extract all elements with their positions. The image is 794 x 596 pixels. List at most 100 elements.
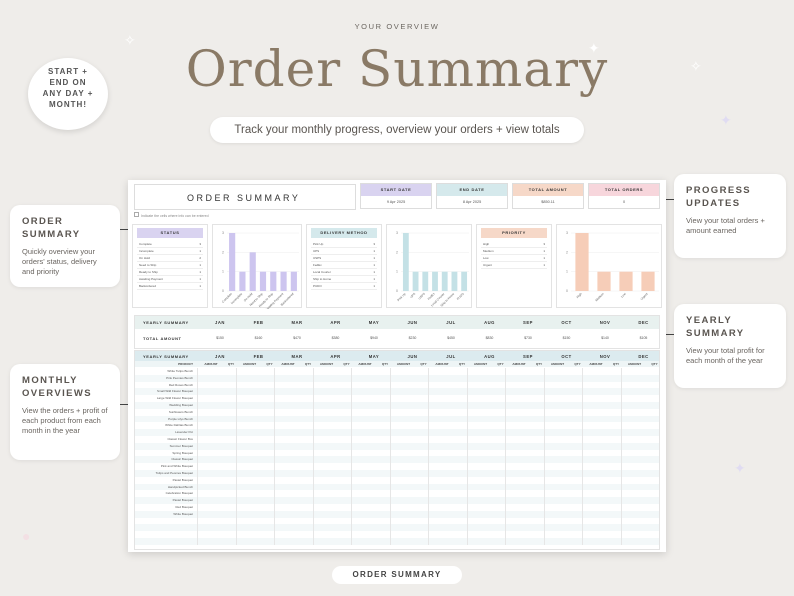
column-divider [428, 524, 429, 532]
column-divider [351, 442, 352, 450]
callout-text: View your total profit for each month of… [686, 346, 765, 365]
table-row [135, 531, 659, 538]
column-divider [543, 395, 545, 402]
amount-col-header: AMOUNT [242, 362, 257, 366]
column-divider [543, 490, 545, 498]
product-name[interactable]: Small Wild Flower Bouquet [156, 389, 193, 394]
column-divider [312, 408, 314, 416]
column-divider [312, 374, 314, 382]
delivery-list-box: DELIVERY METHOD Pick Up 3 UPS 1 USPS 1 FedEx 1 L… [306, 224, 382, 308]
column-divider [389, 463, 391, 470]
table-row: Red Bouquet [135, 504, 659, 511]
page-title: Order Summary [185, 40, 609, 98]
stat-value[interactable]: $850.11 [541, 200, 555, 204]
sheet-title: ORDER SUMMARY [134, 184, 356, 210]
stat-value[interactable]: 0 [622, 200, 626, 204]
column-divider [466, 408, 468, 416]
stat-value[interactable]: 8 Apr 2025 [462, 200, 482, 204]
product-name[interactable]: Red Roses Bunch [168, 382, 193, 387]
column-divider [235, 483, 237, 491]
month-header: APR [330, 320, 341, 325]
product-name[interactable]: White Tulips Bunch [167, 369, 193, 373]
row-count: 1 [199, 249, 201, 253]
column-divider [312, 497, 314, 504]
column-divider [620, 429, 622, 436]
product-name[interactable]: Classic Flower Box [167, 437, 193, 441]
row-count: 3 [199, 242, 201, 246]
month-header: SEP [523, 354, 533, 359]
column-divider [312, 510, 314, 518]
product-name[interactable]: Summer Bouquet [169, 443, 193, 448]
column-divider [274, 490, 275, 498]
column-divider [505, 408, 506, 416]
product-name[interactable]: Tulips and Peonies Bouquet [155, 471, 193, 475]
column-divider [197, 374, 198, 382]
sparkle-icon: ✦ [588, 40, 600, 56]
product-name[interactable]: Purple Lilys Bunch [168, 416, 193, 421]
product-name[interactable]: Red Bouquet [175, 505, 193, 509]
product-name[interactable]: Pink and White Bouquet [160, 464, 193, 469]
product-name[interactable]: Celebration Bouquet [165, 491, 193, 496]
sheet-hint: Indicate the cells where info can be ent… [134, 212, 209, 218]
product-name[interactable]: White Bouquet [173, 511, 193, 516]
chart-bar [259, 271, 267, 291]
column-divider [505, 510, 506, 518]
column-divider [274, 470, 275, 477]
row-count: 1 [373, 270, 375, 274]
product-name[interactable]: Large Wild Flower Bouquet [156, 396, 193, 401]
column-divider [466, 381, 468, 389]
monthly-table: YEARLY SUMMARY JAN AMOUNT QTY FEB AMOUNT QTY M… [134, 350, 660, 550]
row-label: Awaiting Payment [139, 277, 163, 281]
product-name[interactable]: Wedding Bouquet [169, 403, 193, 407]
column-divider [351, 408, 352, 416]
amount-col-header: AMOUNT [204, 362, 218, 366]
x-tick-label: Pick Up [396, 292, 406, 302]
column-divider [235, 388, 237, 396]
row-count: 1 [199, 277, 201, 281]
badge-line: END ON [49, 78, 87, 87]
column-divider [197, 531, 198, 538]
column-divider [466, 429, 468, 436]
column-divider [428, 531, 429, 538]
row-label: On Hold [139, 256, 151, 260]
column-divider [582, 463, 583, 470]
product-name[interactable]: Spring Bouquet [172, 450, 193, 455]
column-divider [351, 415, 352, 423]
column-divider [389, 470, 391, 477]
product-name[interactable]: Classic Bouquet [171, 457, 193, 462]
table-row: Classic Bouquet [135, 456, 659, 464]
list-row: Low 1 [481, 255, 547, 262]
callout-text: View the orders + profit of each product… [22, 406, 108, 435]
table-row [135, 517, 659, 525]
product-name[interactable]: Lavender Pot [175, 430, 193, 435]
column-divider [620, 395, 622, 402]
amount-col-header: AMOUNT [550, 362, 565, 366]
column-divider [428, 456, 429, 464]
chart-bar [270, 271, 277, 291]
column-divider [543, 442, 545, 450]
row-count: 1 [199, 263, 201, 267]
product-name[interactable]: Sunflowers Bunch [168, 409, 193, 414]
column-divider [505, 449, 506, 457]
product-name[interactable]: Pink Peonies Bunch [166, 375, 193, 380]
product-name[interactable]: Pastel Bouquet [172, 498, 193, 503]
column-divider [197, 415, 198, 423]
column-divider [466, 483, 468, 491]
column-divider [428, 381, 429, 389]
column-divider [620, 483, 622, 491]
product-name[interactable]: Handpicked Bunch [167, 484, 193, 489]
column-divider [351, 531, 352, 538]
column-divider [312, 381, 314, 389]
amount-col-header: AMOUNT [396, 362, 411, 366]
month-total: $150 [216, 336, 224, 340]
column-divider [312, 517, 314, 525]
column-divider [274, 510, 275, 518]
stat-card: START DATE 9 Apr 2025 [360, 183, 432, 209]
column-divider [197, 395, 198, 402]
stat-value[interactable]: 9 Apr 2025 [386, 200, 406, 204]
row-count: 1 [543, 256, 545, 260]
column-divider [197, 470, 198, 477]
product-name[interactable]: Pastel Bouquet [172, 477, 193, 482]
product-name[interactable]: White Dahlias Bunch [165, 423, 193, 428]
column-divider [351, 517, 352, 525]
